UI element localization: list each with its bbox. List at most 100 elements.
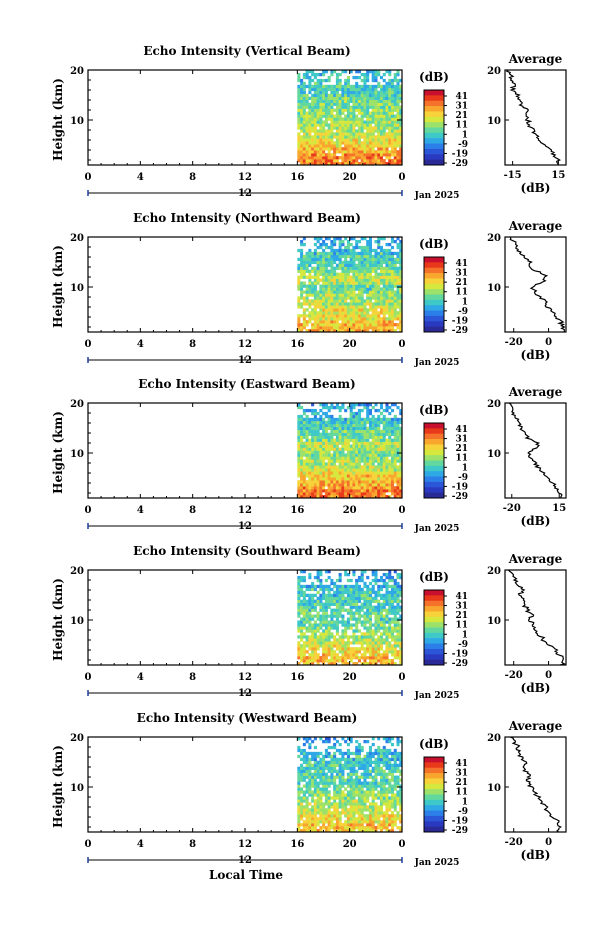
heatmap-cell	[335, 578, 339, 583]
heatmap-cell	[390, 111, 395, 115]
heatmap-cell	[377, 641, 381, 645]
heatmap-cell	[382, 596, 386, 600]
heatmap-cell	[338, 590, 342, 595]
heatmap-cell	[302, 584, 306, 589]
heatmap-cell	[333, 489, 337, 493]
heatmap-cell	[297, 269, 301, 273]
heatmap-cell	[305, 150, 309, 154]
heatmap-cell	[324, 444, 328, 448]
heatmap-cell	[341, 492, 345, 496]
heatmap-cell	[346, 272, 350, 276]
heatmap-cell	[322, 429, 326, 433]
heatmap-cell	[393, 123, 397, 127]
heatmap-cell	[313, 492, 317, 496]
heatmap-cell	[399, 150, 403, 154]
heatmap-cell	[330, 72, 334, 77]
heatmap-cell	[313, 575, 317, 580]
colorbar-tick-label: -29	[452, 159, 468, 169]
heatmap-cell	[316, 805, 320, 809]
heatmap-cell	[355, 584, 359, 589]
heatmap-cell	[313, 447, 317, 451]
heatmap-cell	[396, 447, 400, 451]
heatmap-cell	[313, 459, 317, 463]
heatmap-cell	[344, 299, 348, 303]
heatmap-cell	[390, 474, 395, 478]
heatmap-cell	[346, 251, 350, 256]
heatmap-cell	[316, 599, 320, 603]
heatmap-cell	[349, 314, 353, 318]
heatmap-cell	[377, 590, 381, 595]
heatmap-cell	[368, 159, 372, 163]
heatmap-cell	[338, 305, 342, 309]
heatmap-cell	[319, 96, 323, 100]
heatmap-cell	[385, 653, 389, 657]
heatmap-cell	[308, 123, 312, 127]
heatmap-cell	[300, 423, 304, 428]
heatmap-cell	[302, 302, 306, 306]
heatmap-cell	[399, 474, 403, 478]
heatmap-cell	[324, 614, 328, 618]
heatmap-cell	[313, 444, 317, 448]
heatmap-cell	[346, 617, 350, 621]
heatmap-cell	[327, 584, 331, 589]
heatmap-cell	[349, 465, 353, 469]
heatmap-cell	[322, 254, 326, 259]
heatmap-cell	[308, 144, 312, 148]
heatmap-cell	[344, 326, 348, 330]
heatmap-cell	[316, 329, 320, 333]
heatmap-cell	[379, 129, 384, 133]
heatmap-cell	[324, 111, 328, 115]
heatmap-cell	[388, 644, 392, 648]
heatmap-cell	[388, 572, 392, 577]
heatmap-cell	[322, 438, 326, 442]
heatmap-cell	[355, 153, 359, 157]
heatmap-cell	[313, 468, 317, 472]
heatmap-cell	[393, 638, 397, 642]
heatmap-cell	[382, 329, 386, 333]
average-x-tick-label: -20	[505, 337, 523, 348]
heatmap-cell	[360, 417, 364, 422]
heatmap-cell	[352, 320, 356, 324]
heatmap-cell	[393, 414, 397, 419]
heatmap-cell	[388, 453, 392, 457]
heatmap-cell	[335, 287, 339, 291]
heatmap-cell	[388, 123, 392, 127]
heatmap-cell	[316, 438, 320, 442]
heatmap-cell	[297, 444, 301, 448]
heatmap-cell	[399, 644, 403, 648]
heatmap-cell	[374, 480, 378, 484]
heatmap-cell	[390, 159, 395, 163]
heatmap-cell	[357, 796, 361, 800]
heatmap-cell	[349, 329, 353, 333]
heatmap-cell	[357, 266, 361, 270]
heatmap-cell	[322, 296, 326, 300]
heatmap-cell	[357, 826, 361, 830]
heatmap-cell	[399, 632, 403, 636]
heatmap-cell	[357, 93, 361, 98]
heatmap-cell	[333, 584, 337, 589]
heatmap-cell	[360, 326, 364, 330]
heatmap-cell	[311, 811, 315, 815]
heatmap-cell	[338, 483, 342, 487]
heatmap-cell	[379, 102, 384, 106]
heatmap-cell	[385, 632, 389, 636]
heatmap-cell	[341, 329, 345, 333]
heatmap-cell	[300, 483, 304, 487]
heatmap-cell	[349, 126, 353, 130]
heatmap-cell	[341, 138, 345, 142]
heatmap-cell	[319, 90, 323, 95]
heatmap-cell	[363, 489, 367, 493]
heatmap-cell	[297, 647, 301, 651]
heatmap-cell	[377, 272, 381, 276]
heatmap-cell	[349, 87, 353, 92]
heatmap-cell	[355, 293, 359, 297]
heatmap-cell	[360, 662, 364, 666]
heatmap-cell	[355, 70, 359, 74]
heatmap-cell	[341, 477, 345, 481]
heatmap-cell	[396, 644, 400, 648]
heatmap-cell	[396, 326, 400, 330]
heatmap-cell	[322, 650, 326, 654]
heatmap-cell	[396, 620, 400, 624]
heatmap-cell	[363, 90, 367, 95]
heatmap-cell	[379, 829, 384, 833]
